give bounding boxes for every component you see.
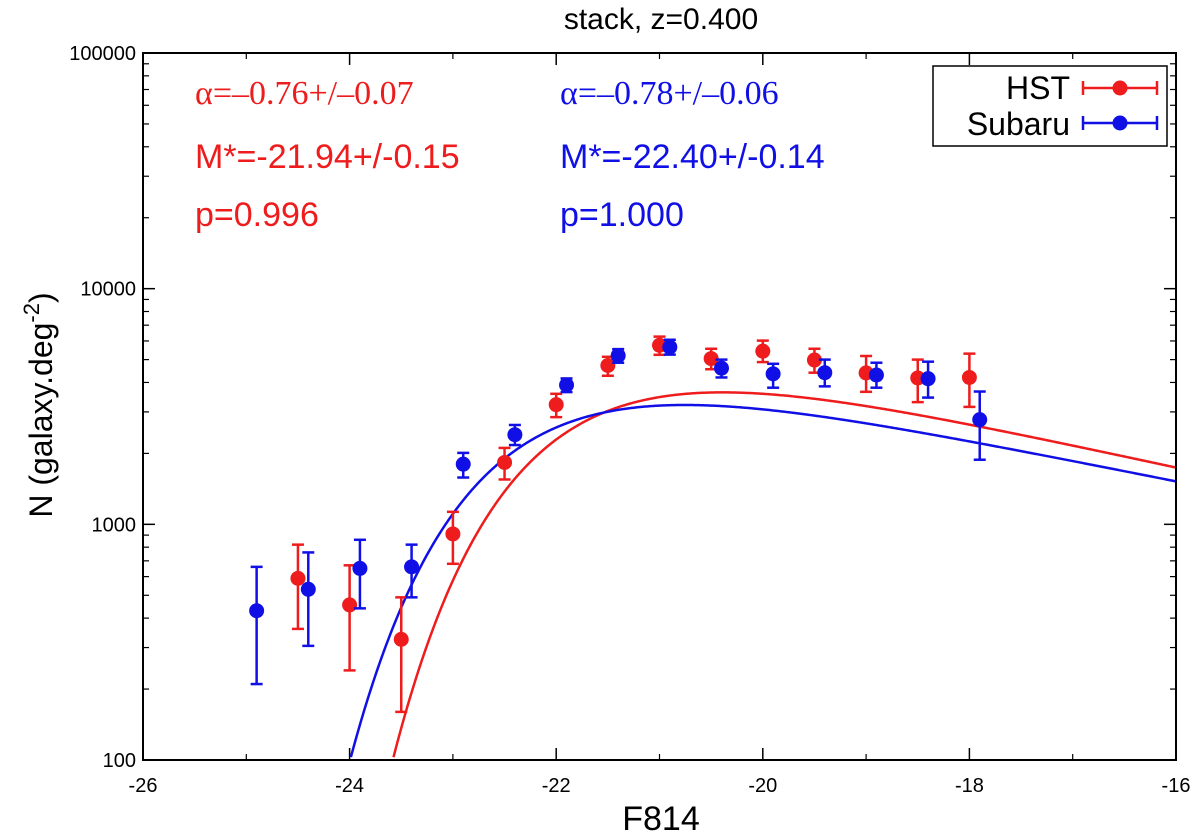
subaru-alpha-annotation: α=–0.78+/–0.06 xyxy=(560,75,779,112)
data-point-hst xyxy=(755,343,771,359)
data-point-subaru xyxy=(713,360,729,376)
fit-curve-subaru xyxy=(349,403,1177,758)
subaru-mstar-annotation: M*=-22.40+/-0.14 xyxy=(560,138,825,176)
data-points xyxy=(249,335,988,714)
data-point-subaru xyxy=(352,560,368,576)
data-point-hst xyxy=(806,352,822,368)
chart-title: stack, z=0.400 xyxy=(564,3,758,36)
x-axis-label: F814 xyxy=(622,800,700,837)
legend-marker-subaru-dot xyxy=(1112,115,1128,131)
data-point-subaru xyxy=(817,365,833,381)
fit-curve-hst xyxy=(392,391,1177,758)
legend-marker-hst xyxy=(1081,80,1159,96)
data-point-hst xyxy=(445,526,461,542)
data-point-subaru xyxy=(610,348,626,364)
data-point-hst xyxy=(393,631,409,647)
data-point-subaru xyxy=(765,366,781,382)
data-point-hst xyxy=(961,369,977,385)
x-tick-label: -26 xyxy=(129,775,158,797)
data-point-subaru xyxy=(972,412,988,428)
legend-box xyxy=(932,65,1168,147)
data-point-hst xyxy=(342,597,358,613)
x-tick-label: -16 xyxy=(1162,775,1191,797)
y-tick-label: 100000 xyxy=(69,43,136,65)
plot-frame xyxy=(142,52,1177,761)
data-point-subaru xyxy=(868,367,884,383)
x-tick-label: -18 xyxy=(955,775,984,797)
x-tick-label: -22 xyxy=(542,775,571,797)
data-point-subaru xyxy=(920,371,936,387)
data-point-subaru xyxy=(455,456,471,472)
data-point-hst xyxy=(703,351,719,367)
y-tick-label: 10000 xyxy=(80,279,136,301)
data-point-hst xyxy=(548,397,564,413)
hst-mstar-annotation: M*=-21.94+/-0.15 xyxy=(195,138,460,176)
tick-labels: -26 -24 -22 -20 -18 -16 100 1000 10000 100000 xyxy=(69,43,1190,797)
x-tick-label: -20 xyxy=(748,775,777,797)
data-point-subaru xyxy=(249,603,265,619)
data-point-subaru xyxy=(662,339,678,355)
hst-p-annotation: p=0.996 xyxy=(195,196,319,234)
y-tick-label: 100 xyxy=(103,750,136,772)
legend-label-hst: HST xyxy=(1006,70,1070,106)
data-point-hst xyxy=(497,454,513,470)
legend: HST Subaru xyxy=(932,65,1168,147)
data-point-subaru xyxy=(507,427,523,443)
data-point-subaru xyxy=(300,581,316,597)
legend-marker-hst-dot xyxy=(1112,80,1128,96)
data-point-subaru xyxy=(404,559,420,575)
legend-label-subaru: Subaru xyxy=(967,106,1070,142)
y-axis-label: N (galaxy.deg-2) xyxy=(19,292,59,517)
y-tick-label: 1000 xyxy=(92,514,137,536)
y-axis-label-close: ) xyxy=(23,292,59,303)
y-axis-label-main: N (galaxy.deg xyxy=(23,323,59,518)
data-point-hst xyxy=(290,570,306,586)
legend-marker-subaru xyxy=(1081,115,1159,131)
data-point-hst xyxy=(600,358,616,374)
subaru-p-annotation: p=1.000 xyxy=(560,196,684,234)
data-point-subaru xyxy=(559,377,575,393)
hst-alpha-annotation: α=–0.76+/–0.07 xyxy=(195,75,414,112)
fit-curves xyxy=(349,391,1177,758)
x-tick-label: -24 xyxy=(335,775,364,797)
y-axis-label-sup: -2 xyxy=(19,303,44,323)
